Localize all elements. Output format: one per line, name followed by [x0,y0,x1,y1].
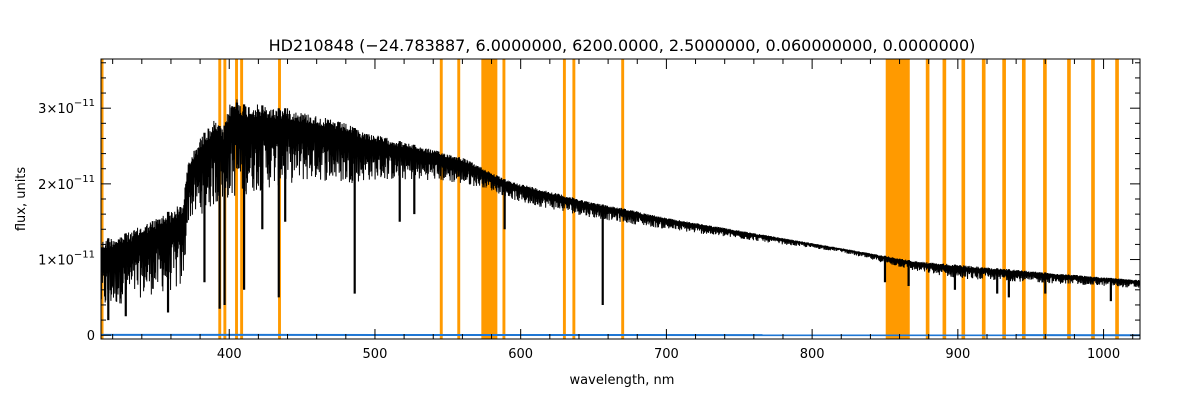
x-axis-label: wavelength, nm [570,373,675,388]
masked-region [621,59,625,339]
x-tick-label: 1000 [1087,347,1120,362]
masked-region [885,59,910,339]
masked-region [1043,59,1047,339]
x-tick-label: 600 [508,347,533,362]
masked-region [240,59,244,339]
masked-region [481,59,498,339]
x-axis: 400 500 600 700 800 900 1000 [112,59,1134,362]
masked-region [1091,59,1095,339]
masked-region [1002,59,1006,339]
masked-region [1115,59,1119,339]
masked-region [235,59,238,339]
y-tick-label: 1×10−11 [38,250,95,269]
y-tick-label: 0 [87,329,95,344]
chart-title: HD210848 (−24.783887, 6.0000000, 6200.00… [269,36,976,55]
masked-region [961,59,966,339]
masked-region [925,59,930,339]
masked-regions [101,59,1119,339]
x-tick-label: 800 [800,347,825,362]
x-tick-label: 400 [217,347,242,362]
y-axis: 0 1×10−11 2×10−11 3×10−11 [38,62,1140,344]
y-axis-label: flux, units [14,167,29,232]
masked-region [1021,59,1026,339]
masked-region [942,59,947,339]
x-tick-label: 700 [654,347,679,362]
masked-region [457,59,461,339]
y-tick-label: 2×10−11 [38,174,95,193]
masked-region [1067,59,1071,339]
spectrum-line [100,99,1141,304]
masked-region [981,59,986,339]
masked-region [439,59,443,339]
x-tick-label: 900 [945,347,970,362]
y-tick-label: 3×10−11 [38,98,95,117]
spectrum-series [100,99,1141,321]
x-tick-label: 500 [363,347,388,362]
